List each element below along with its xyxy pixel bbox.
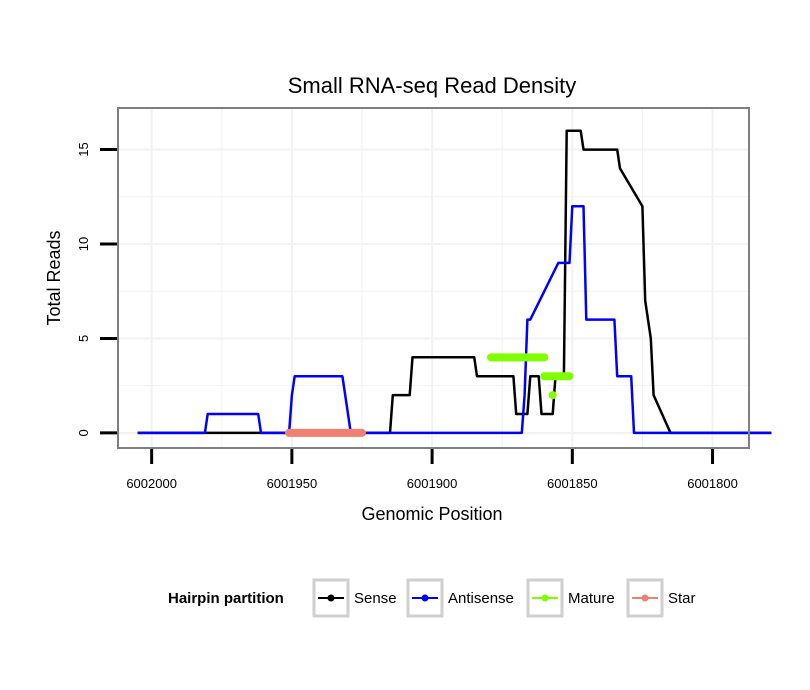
series-layer [137,129,772,437]
legend-key-box [526,578,564,618]
x-tick-label: 6001900 [407,476,458,491]
legend-title: Hairpin partition [168,590,284,607]
chart-title: Small RNA-seq Read Density [288,73,577,98]
x-tick-label: 6001800 [687,476,738,491]
legend: Hairpin partition Sense Antisense Mature St… [168,578,696,618]
x-axis-label: Genomic Position [361,504,502,524]
legend-label-antisense: Antisense [448,590,514,607]
legend-items: Sense Antisense Mature Star [312,578,696,618]
legend-key-point [541,594,549,602]
legend-label-star: Star [668,590,696,607]
legend-label-mature: Mature [568,590,615,607]
y-tick-label: 15 [76,142,91,156]
legend-label-sense: Sense [354,590,397,607]
y-tick-label: 10 [76,237,91,251]
sense-series-line [137,129,772,435]
legend-key-point [421,594,429,602]
legend-key-point [327,594,335,602]
y-axis-label: Total Reads [44,230,64,325]
x-tick-label: 6001850 [547,476,598,491]
y-tick-label: 5 [76,335,91,342]
y-axis: 0 5 10 15 [76,142,117,437]
y-tick-label: 0 [76,429,91,436]
x-axis: 6002000 6001950 6001900 6001850 6001800 [126,449,738,491]
x-tick-label: 6002000 [126,476,177,491]
mature-point [548,391,557,400]
antisense-series-line [137,204,772,435]
legend-key-point [641,594,649,602]
x-tick-label: 6001950 [267,476,318,491]
plot-panel-border [117,107,750,449]
